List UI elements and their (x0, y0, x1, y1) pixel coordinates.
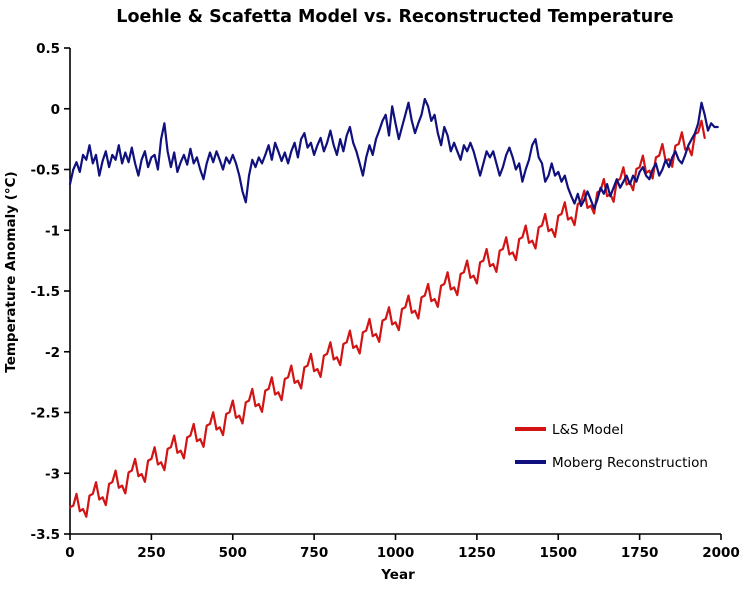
y-tick-label: -0.5 (30, 163, 60, 179)
x-tick-label: 1500 (539, 545, 577, 561)
x-tick-label: 0 (65, 545, 74, 561)
x-tick-label: 1000 (377, 545, 415, 561)
x-tick-label: 250 (137, 545, 165, 561)
y-tick-label: -3 (45, 466, 60, 482)
legend: L&S Model Moberg Reconstruction (515, 422, 708, 471)
x-tick-label: 1250 (458, 545, 496, 561)
y-tick-label: -1 (45, 223, 60, 239)
legend-label-moberg: Moberg Reconstruction (552, 455, 708, 471)
y-tick-label: 0.5 (36, 41, 60, 57)
x-tick-label: 2000 (702, 545, 740, 561)
y-tick-label: 0 (51, 102, 60, 118)
series-lines (68, 97, 719, 518)
x-tick-label: 500 (219, 545, 247, 561)
x-tick-label: 1750 (621, 545, 659, 561)
y-tick-label: -1.5 (30, 284, 60, 300)
y-tick-label: -2 (45, 345, 60, 361)
y-axis-title: Temperature Anomaly (°C) (3, 171, 19, 372)
legend-label-ls-model: L&S Model (552, 422, 623, 438)
chart-title: Loehle & Scafetta Model vs. Reconstructe… (116, 7, 674, 27)
axes: 0.5 0 -0.5 -1 -1.5 -2 -2.5 -3 -3.5 0 250 500 750 1000… (30, 41, 739, 561)
moberg-reconstruction-line (68, 97, 719, 210)
y-tick-label: -2.5 (30, 406, 60, 422)
x-tick-label: 750 (300, 545, 328, 561)
x-axis-title: Year (380, 567, 415, 583)
y-tick-label: -3.5 (30, 527, 60, 543)
